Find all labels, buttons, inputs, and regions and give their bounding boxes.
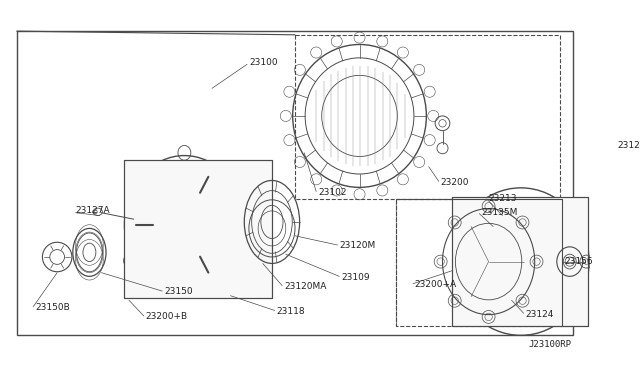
Bar [17, 31, 573, 335]
Text: 23135M: 23135M [481, 208, 518, 217]
Text: 23124: 23124 [525, 310, 554, 319]
Text: 23100: 23100 [249, 58, 278, 67]
Text: 23102: 23102 [318, 188, 346, 197]
Text: 23120MA: 23120MA [284, 282, 326, 291]
Text: 23127: 23127 [618, 141, 640, 150]
Text: 23150B: 23150B [35, 303, 70, 312]
Text: 23118: 23118 [276, 307, 305, 316]
Polygon shape [452, 197, 588, 326]
Text: 23200: 23200 [441, 178, 469, 187]
Polygon shape [124, 160, 272, 298]
Text: 23200+A: 23200+A [415, 280, 457, 289]
Text: 23150: 23150 [164, 286, 193, 296]
Text: J23100RP: J23100RP [529, 340, 572, 349]
Text: 23156: 23156 [564, 257, 593, 266]
Text: 23120M: 23120M [339, 241, 376, 250]
Text: 23127A: 23127A [76, 206, 110, 215]
Text: 23213: 23213 [488, 195, 517, 203]
Text: 23200+B: 23200+B [146, 312, 188, 321]
Bar [295, 35, 559, 199]
Bar [396, 199, 572, 326]
Text: 23109: 23109 [341, 273, 370, 282]
